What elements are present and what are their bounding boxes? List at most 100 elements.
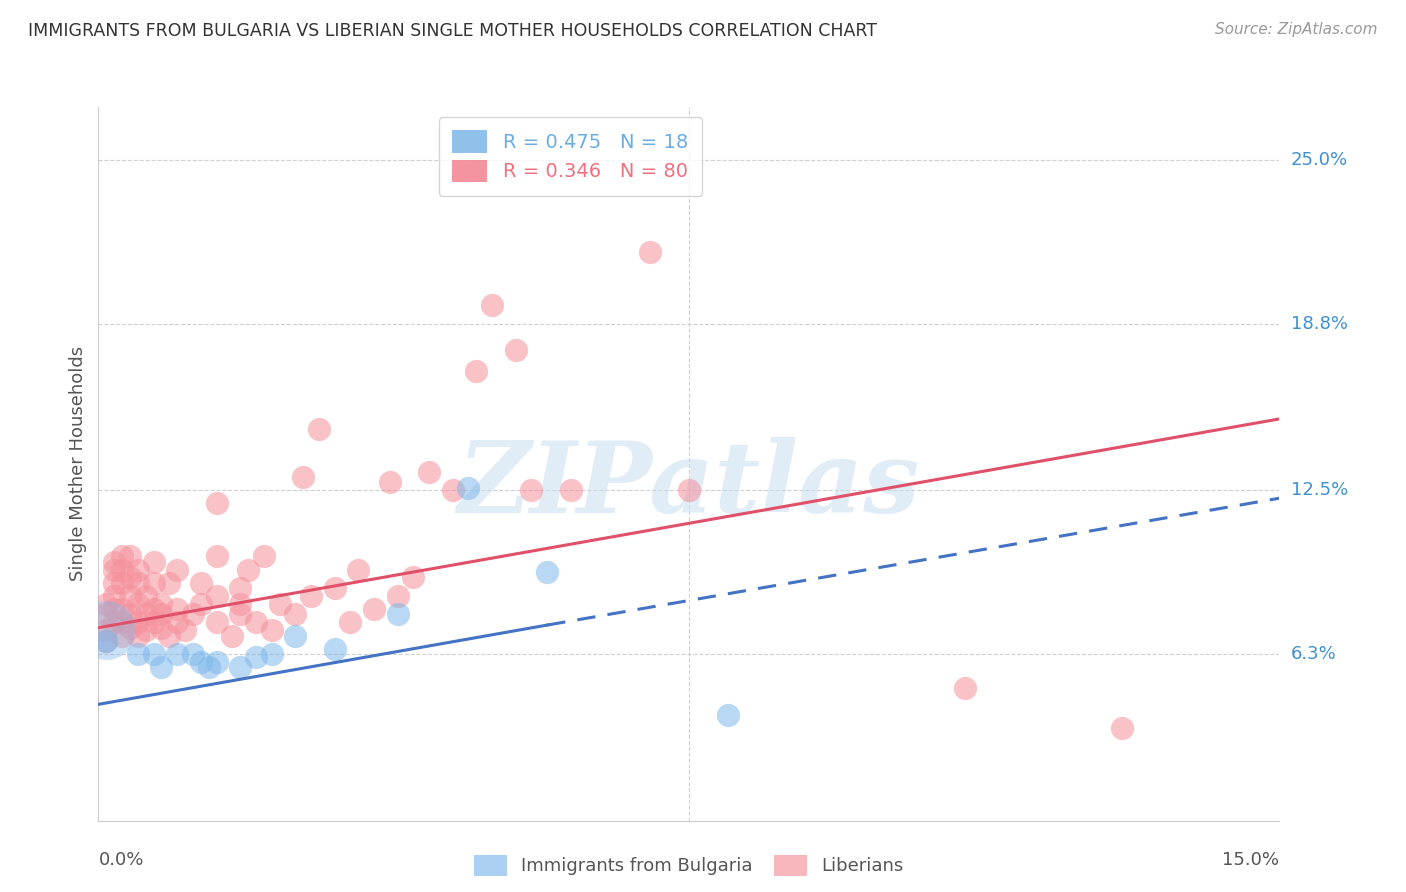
- Point: [157, 629, 180, 643]
- Point: [387, 589, 409, 603]
- Point: [245, 615, 267, 630]
- Point: [150, 597, 173, 611]
- Point: [118, 549, 141, 564]
- Point: [127, 597, 149, 611]
- Point: [135, 589, 157, 603]
- Point: [157, 575, 180, 590]
- Point: [111, 575, 134, 590]
- Point: [260, 624, 283, 638]
- Point: [229, 597, 252, 611]
- Point: [717, 707, 740, 722]
- Point: [953, 681, 976, 696]
- Text: 25.0%: 25.0%: [1291, 151, 1348, 169]
- Point: [205, 589, 228, 603]
- Point: [339, 615, 361, 630]
- Point: [103, 563, 125, 577]
- Text: ZIPatlas: ZIPatlas: [458, 437, 920, 533]
- Point: [111, 629, 134, 643]
- Point: [118, 570, 141, 584]
- Point: [292, 470, 315, 484]
- Point: [441, 483, 464, 498]
- Point: [96, 624, 118, 638]
- Text: IMMIGRANTS FROM BULGARIA VS LIBERIAN SINGLE MOTHER HOUSEHOLDS CORRELATION CHART: IMMIGRANTS FROM BULGARIA VS LIBERIAN SIN…: [28, 22, 877, 40]
- Text: 12.5%: 12.5%: [1291, 482, 1348, 500]
- Point: [150, 607, 173, 622]
- Point: [1111, 721, 1133, 735]
- Point: [166, 602, 188, 616]
- Point: [166, 563, 188, 577]
- Legend: Immigrants from Bulgaria, Liberians: Immigrants from Bulgaria, Liberians: [467, 847, 911, 883]
- Point: [197, 660, 219, 674]
- Point: [142, 615, 165, 630]
- Point: [103, 555, 125, 569]
- Point: [299, 589, 322, 603]
- Point: [103, 575, 125, 590]
- Point: [221, 629, 243, 643]
- Point: [205, 549, 228, 564]
- Point: [229, 660, 252, 674]
- Text: 18.8%: 18.8%: [1291, 315, 1347, 333]
- Point: [96, 597, 118, 611]
- Point: [378, 475, 401, 490]
- Point: [236, 563, 259, 577]
- Point: [127, 647, 149, 661]
- Point: [363, 602, 385, 616]
- Point: [190, 575, 212, 590]
- Point: [229, 607, 252, 622]
- Point: [205, 615, 228, 630]
- Point: [96, 624, 118, 638]
- Point: [323, 581, 346, 595]
- Point: [96, 634, 118, 648]
- Point: [111, 563, 134, 577]
- Point: [678, 483, 700, 498]
- Point: [127, 629, 149, 643]
- Point: [135, 624, 157, 638]
- Point: [457, 481, 479, 495]
- Point: [166, 647, 188, 661]
- Point: [135, 607, 157, 622]
- Point: [260, 647, 283, 661]
- Point: [111, 615, 134, 630]
- Point: [520, 483, 543, 498]
- Point: [481, 298, 503, 312]
- Point: [560, 483, 582, 498]
- Point: [284, 629, 307, 643]
- Text: 6.3%: 6.3%: [1291, 645, 1336, 663]
- Point: [166, 615, 188, 630]
- Point: [181, 607, 204, 622]
- Point: [118, 589, 141, 603]
- Point: [190, 655, 212, 669]
- Point: [111, 549, 134, 564]
- Point: [465, 364, 488, 378]
- Point: [181, 647, 204, 661]
- Point: [96, 634, 118, 648]
- Point: [269, 597, 291, 611]
- Point: [229, 581, 252, 595]
- Point: [111, 602, 134, 616]
- Text: Source: ZipAtlas.com: Source: ZipAtlas.com: [1215, 22, 1378, 37]
- Point: [142, 602, 165, 616]
- Point: [347, 563, 370, 577]
- Point: [284, 607, 307, 622]
- Y-axis label: Single Mother Households: Single Mother Households: [69, 346, 87, 582]
- Point: [253, 549, 276, 564]
- Point: [142, 555, 165, 569]
- Point: [142, 647, 165, 661]
- Point: [150, 660, 173, 674]
- Point: [103, 602, 125, 616]
- Point: [308, 422, 330, 436]
- Point: [127, 575, 149, 590]
- Point: [127, 615, 149, 630]
- Text: 0.0%: 0.0%: [98, 851, 143, 869]
- Point: [245, 649, 267, 664]
- Point: [387, 607, 409, 622]
- Point: [536, 565, 558, 579]
- Point: [118, 621, 141, 635]
- Point: [323, 641, 346, 656]
- Point: [505, 343, 527, 358]
- Point: [127, 563, 149, 577]
- Point: [418, 465, 440, 479]
- Point: [205, 655, 228, 669]
- Text: 15.0%: 15.0%: [1222, 851, 1279, 869]
- Point: [118, 607, 141, 622]
